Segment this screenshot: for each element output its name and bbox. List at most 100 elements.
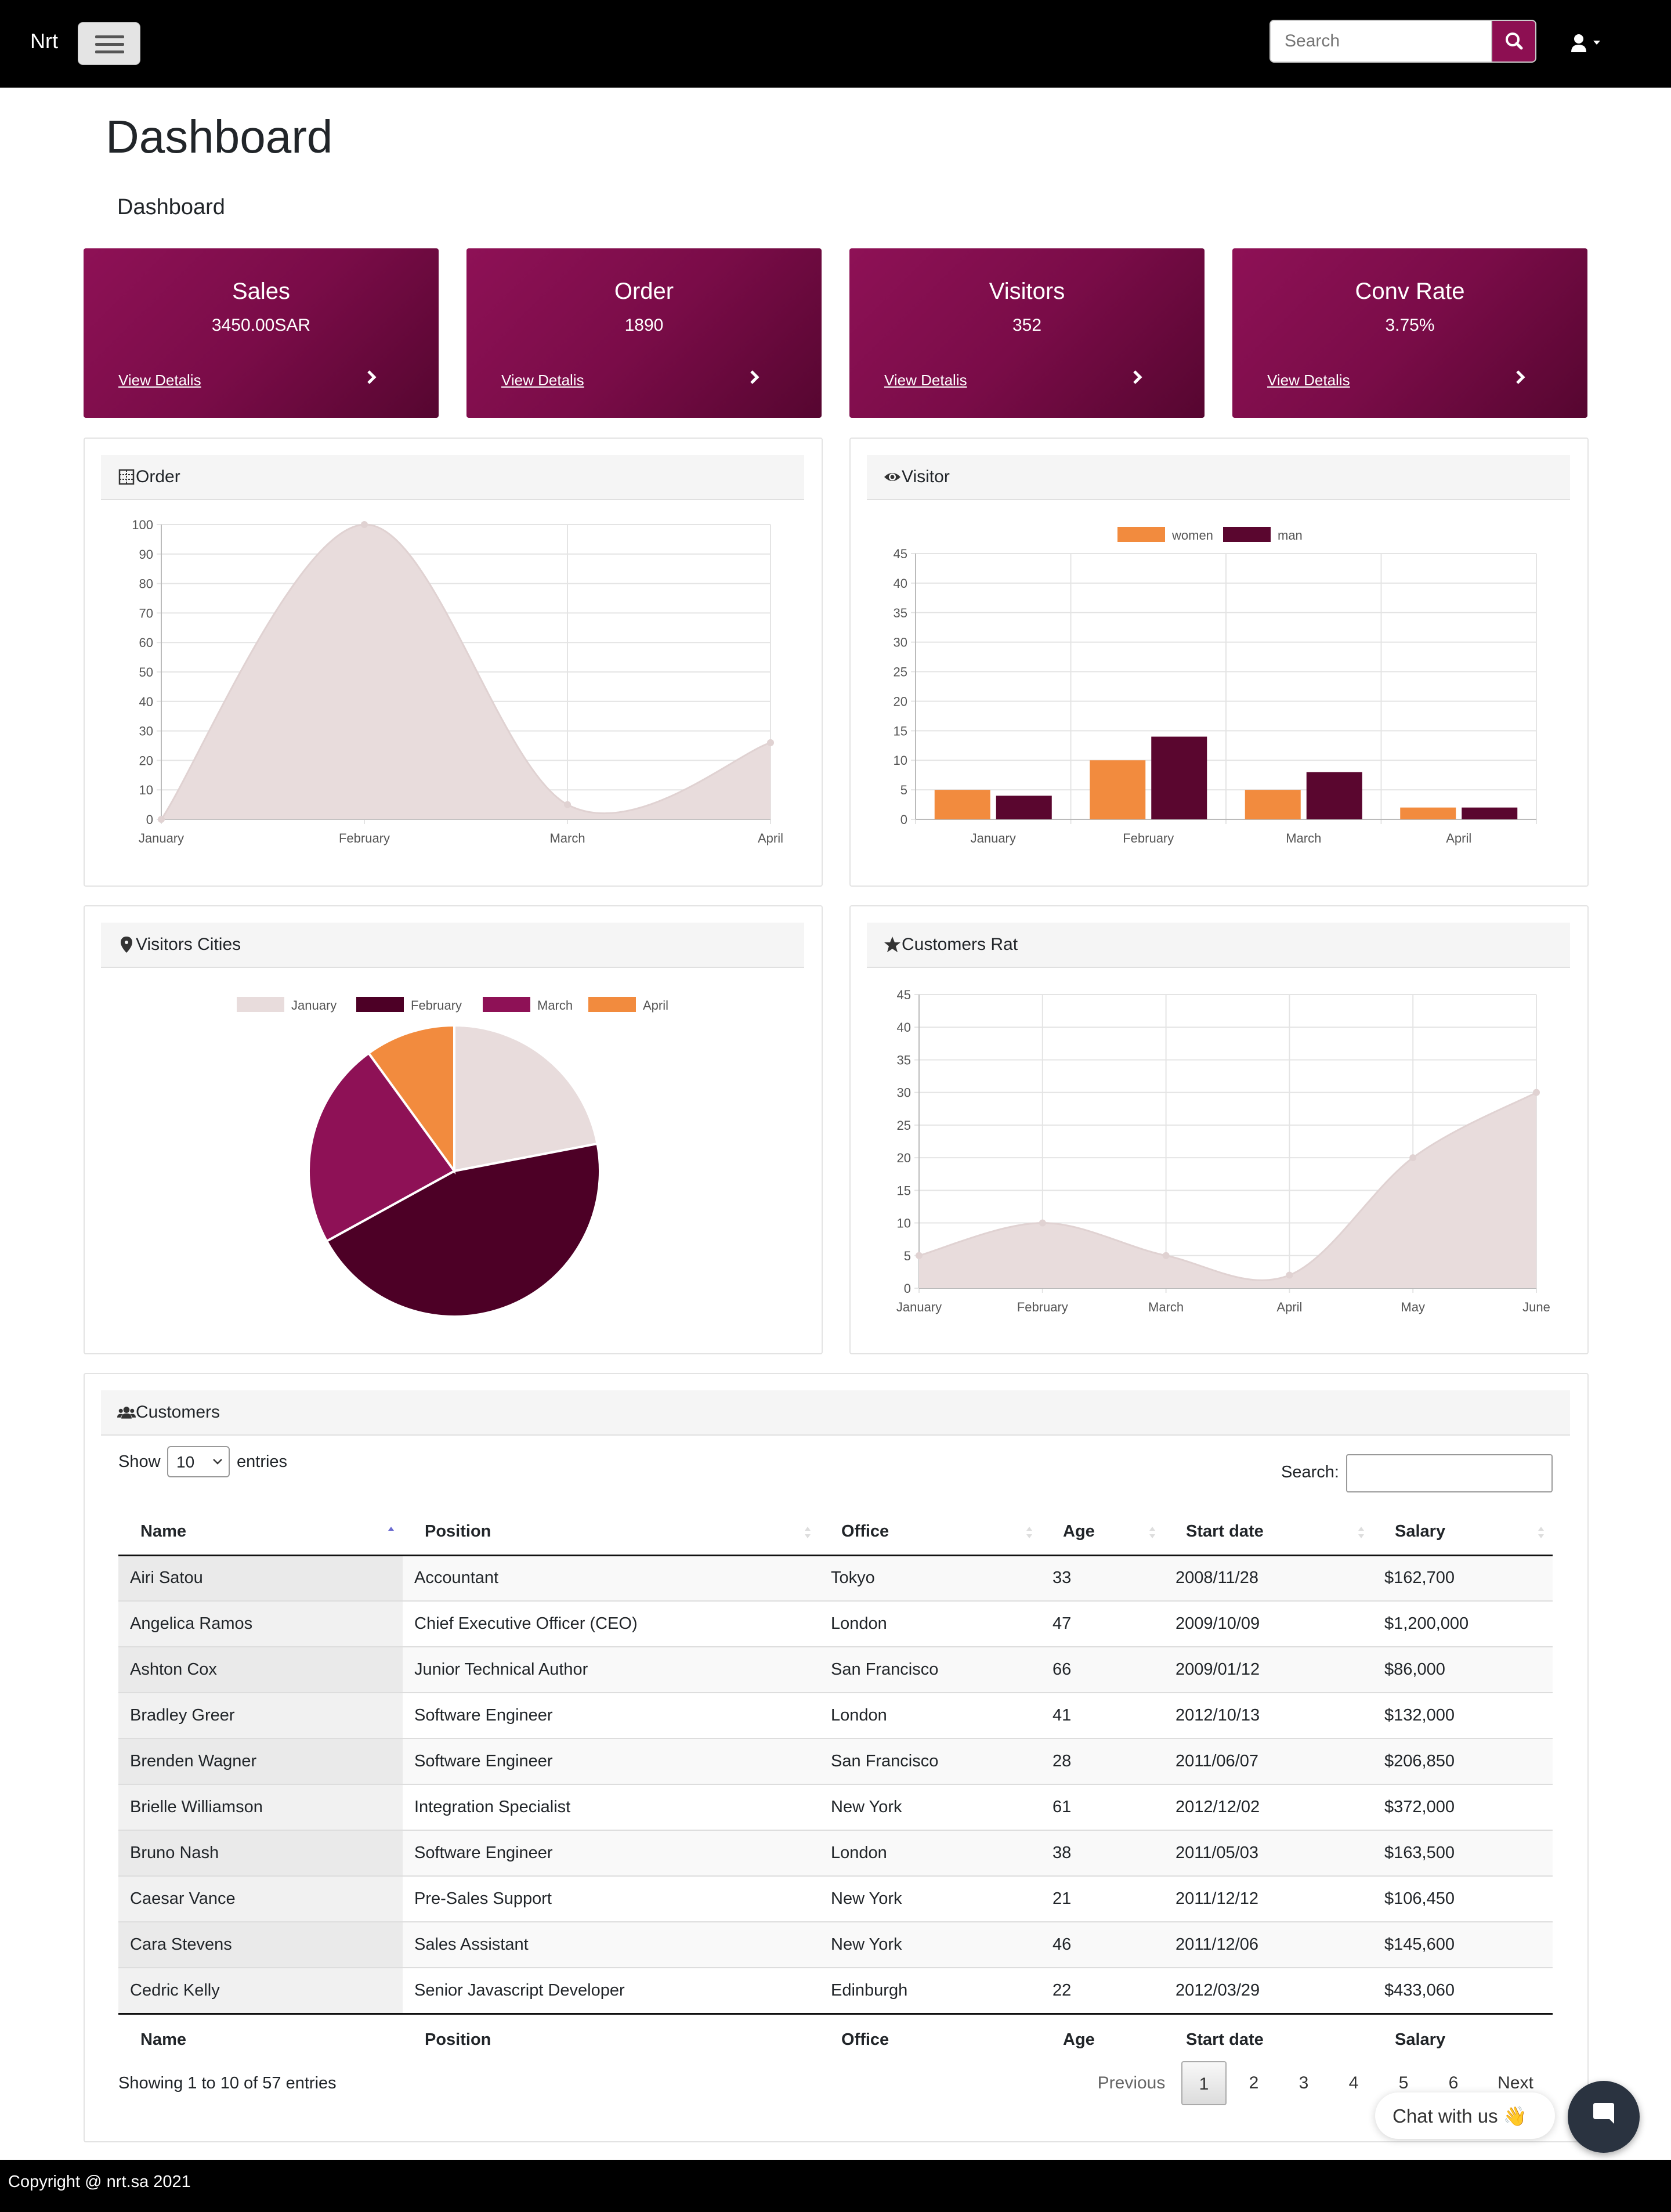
cell-office: London [819, 1600, 1041, 1647]
sidebar-toggle-button[interactable] [78, 22, 140, 65]
table-row[interactable]: Bradley Greer Software Engineer London 4… [118, 1692, 1553, 1738]
cell-office: Tokyo [819, 1555, 1041, 1601]
stat-card-value: 352 [1012, 316, 1042, 335]
table-row[interactable]: Bruno Nash Software Engineer London 38 2… [118, 1830, 1553, 1876]
cell-age: 33 [1041, 1555, 1164, 1601]
y-tick-label: 100 [132, 518, 153, 532]
chevron-right-icon[interactable] [362, 368, 381, 386]
y-tick-label: 15 [897, 1183, 911, 1198]
cell-office: London [819, 1830, 1041, 1876]
view-details-link[interactable]: View Detalis [501, 371, 584, 389]
y-tick-label: 40 [897, 1020, 911, 1035]
column-header-age[interactable]: Age [1041, 1509, 1164, 1556]
data-point [564, 801, 571, 808]
table-search-input[interactable] [1346, 1454, 1553, 1492]
legend-label: March [537, 998, 573, 1013]
column-header-salary[interactable]: Salary [1373, 1509, 1553, 1556]
pagination-page-3[interactable]: 3 [1299, 2073, 1309, 2092]
data-point [1039, 1219, 1046, 1227]
y-tick-label: 35 [897, 1053, 911, 1067]
table-row[interactable]: Cedric Kelly Senior Javascript Developer… [118, 1967, 1553, 2014]
visitors-cities-panel: Visitors Cities January February March Apri… [84, 905, 823, 1354]
cell-office: San Francisco [819, 1646, 1041, 1693]
view-details-link[interactable]: View Detalis [118, 371, 201, 389]
pagination-page-4[interactable]: 4 [1348, 2073, 1359, 2092]
pagination-page-5[interactable]: 5 [1398, 2073, 1409, 2092]
panel-title: Visitors Cities [136, 935, 241, 954]
stat-card-title: Order [614, 279, 674, 304]
cell-name: Airi Satou [118, 1555, 403, 1601]
chevron-down-icon [213, 1459, 222, 1465]
stat-card-title: Visitors [989, 279, 1065, 304]
copyright-text: Copyright @ nrt.sa 2021 [8, 2173, 191, 2191]
cell-salary: $1,200,000 [1373, 1600, 1553, 1647]
search-button[interactable] [1491, 21, 1535, 62]
pagination-page-2[interactable]: 2 [1249, 2073, 1259, 2092]
bar-man [996, 796, 1052, 819]
x-tick-label: April [1276, 1300, 1302, 1314]
pagination-previous[interactable]: Previous [1097, 2073, 1166, 2092]
table-row[interactable]: Airi Satou Accountant Tokyo 33 2008/11/2… [118, 1555, 1553, 1601]
show-label: Show [118, 1452, 161, 1471]
x-tick-label: June [1522, 1300, 1550, 1314]
bar-man [1462, 807, 1518, 819]
chat-with-us-label[interactable]: Chat with us 👋 [1375, 2092, 1555, 2139]
column-header-position[interactable]: Position [403, 1509, 819, 1556]
table-row[interactable]: Ashton Cox Junior Technical Author San F… [118, 1646, 1553, 1693]
legend-swatch [1223, 527, 1271, 542]
table-row[interactable]: Caesar Vance Pre-Sales Support New York … [118, 1875, 1553, 1922]
cell-name: Bradley Greer [118, 1692, 403, 1738]
stat-card-visitors: Visitors 352 View Detalis [849, 248, 1205, 418]
brand-logo[interactable]: Nrt [30, 29, 58, 53]
cell-age: 38 [1041, 1830, 1164, 1876]
chevron-right-icon[interactable] [745, 368, 764, 386]
column-header-office[interactable]: Office [819, 1509, 1041, 1556]
cell-name: Cedric Kelly [118, 1967, 403, 2014]
x-tick-label: February [1017, 1300, 1068, 1314]
column-header-name[interactable]: Name [118, 1509, 403, 1556]
x-tick-label: May [1401, 1300, 1425, 1314]
cell-start-date: 2011/05/03 [1164, 1830, 1373, 1876]
user-menu-dropdown[interactable] [1567, 29, 1607, 58]
series-line [918, 1091, 1537, 1281]
view-details-link[interactable]: View Detalis [1267, 371, 1350, 389]
table-row[interactable]: Angelica Ramos Chief Executive Officer (… [118, 1600, 1553, 1647]
chevron-right-icon[interactable] [1511, 368, 1529, 386]
cell-age: 66 [1041, 1646, 1164, 1693]
y-tick-label: 0 [900, 812, 907, 827]
y-tick-label: 10 [897, 1216, 911, 1231]
chat-launcher-button[interactable] [1568, 2081, 1640, 2153]
table-search-label: Search: [1281, 1463, 1339, 1481]
legend-label: women [1171, 528, 1213, 543]
chat-bubble-icon [1593, 2103, 1614, 2124]
panel-title: Order [136, 467, 180, 486]
search-input[interactable] [1271, 21, 1491, 62]
pagination-page-1[interactable]: 1 [1181, 2061, 1227, 2105]
pagination-page-6[interactable]: 6 [1448, 2073, 1459, 2092]
column-header-start-date[interactable]: Start date [1164, 1509, 1373, 1556]
page-title: Dashboard [106, 111, 333, 162]
table-row[interactable]: Brielle Williamson Integration Specialis… [118, 1784, 1553, 1830]
order-chart-panel: Order 0 10 20 30 40 50 60 70 80 90 100 January Febru… [84, 438, 823, 887]
table-row[interactable]: Cara Stevens Sales Assistant New York 46… [118, 1921, 1553, 1968]
pie-slice-february [325, 1142, 601, 1318]
footer-col-salary: Salary [1373, 2012, 1553, 2066]
y-tick-label: 40 [894, 576, 907, 591]
table-row[interactable]: Brenden Wagner Software Engineer San Fra… [118, 1738, 1553, 1784]
x-tick-label: April [758, 831, 783, 845]
y-tick-label: 25 [894, 665, 907, 679]
cell-salary: $372,000 [1373, 1784, 1553, 1830]
pie-slice-april [367, 1024, 455, 1175]
stat-card-title: Sales [232, 279, 291, 304]
cell-start-date: 2009/10/09 [1164, 1600, 1373, 1647]
chevron-right-icon[interactable] [1128, 368, 1146, 386]
x-tick-label: April [1446, 831, 1471, 845]
y-tick-label: 50 [139, 665, 153, 679]
legend-swatch [483, 997, 530, 1012]
pagination-next[interactable]: Next [1498, 2073, 1533, 2092]
caret-down-icon [1593, 41, 1600, 45]
view-details-link[interactable]: View Detalis [884, 371, 967, 389]
entries-label: entries [237, 1452, 288, 1471]
entries-length-select[interactable]: 10 [167, 1446, 230, 1477]
legend-swatch [1117, 527, 1165, 542]
